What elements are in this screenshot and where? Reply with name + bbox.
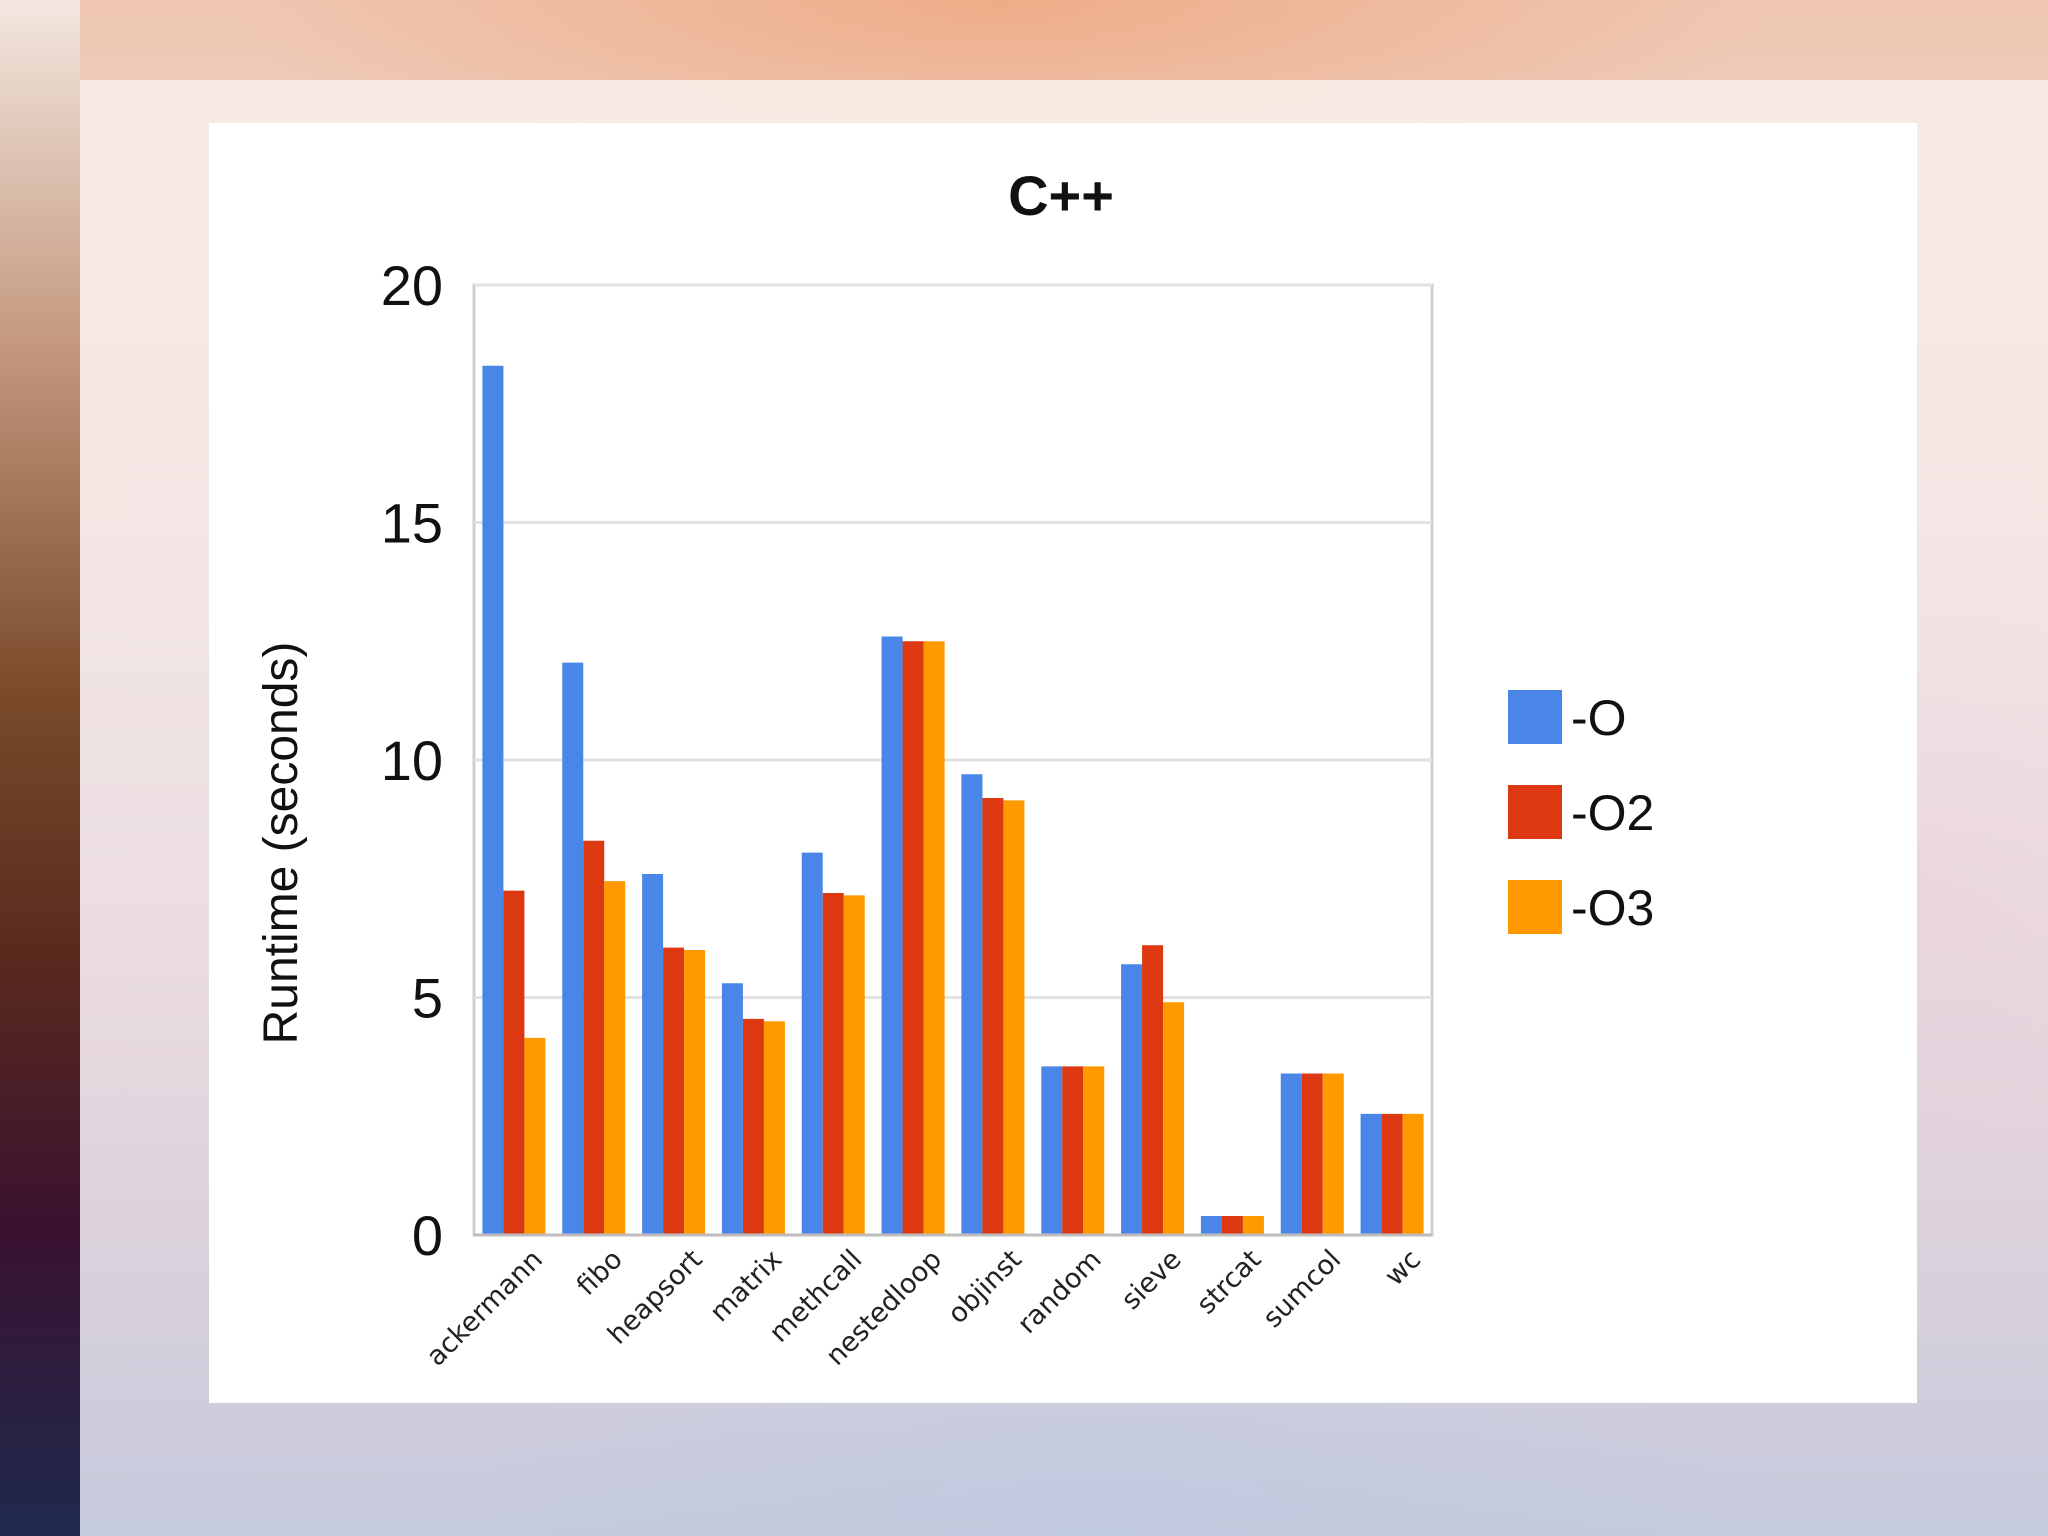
bar <box>763 1021 785 1235</box>
gridlines <box>474 283 1432 999</box>
bar <box>923 641 945 1235</box>
bar <box>902 641 924 1235</box>
bar <box>583 840 605 1235</box>
bar <box>1121 964 1143 1235</box>
bar <box>604 881 626 1235</box>
bar <box>742 1018 764 1235</box>
bar <box>822 893 844 1235</box>
y-tick-label: 5 <box>412 967 443 1030</box>
chart-title: C++ <box>1008 164 1114 227</box>
bar <box>801 852 823 1235</box>
bar <box>1221 1216 1243 1235</box>
chart-card: C++ Runtime (seconds) 0 5 10 15 20 ackermann… <box>209 123 1917 1403</box>
bar <box>1301 1073 1323 1235</box>
x-tick-label: sieve <box>1116 1244 1188 1316</box>
bar <box>961 774 983 1235</box>
bars <box>482 365 1424 1235</box>
bar <box>1041 1066 1063 1235</box>
bar <box>982 798 1004 1235</box>
bar <box>642 874 664 1235</box>
legend-label: -O <box>1571 690 1627 746</box>
bar <box>1062 1066 1084 1235</box>
x-tick-label: fibo <box>571 1244 629 1302</box>
x-tick-label: strcat <box>1191 1244 1267 1320</box>
bar-chart: C++ Runtime (seconds) 0 5 10 15 20 ackermann… <box>255 164 1654 1372</box>
y-axis-label: Runtime (seconds) <box>255 642 308 1045</box>
legend-swatch <box>1508 880 1562 934</box>
bar <box>1242 1216 1264 1235</box>
bar <box>503 890 525 1235</box>
bar <box>843 895 865 1235</box>
y-tick-label: 10 <box>381 729 443 792</box>
legend-label: -O3 <box>1571 880 1654 936</box>
legend-swatch <box>1508 785 1562 839</box>
bar <box>663 947 685 1235</box>
background-left-strip <box>0 0 80 1536</box>
bar <box>524 1037 546 1235</box>
y-axis-ticks: 0 5 10 15 20 <box>381 254 443 1267</box>
x-tick-label: sumcol <box>1257 1244 1347 1334</box>
bar <box>1163 1002 1185 1235</box>
legend-label: -O2 <box>1571 785 1654 841</box>
x-tick-label: wc <box>1379 1244 1427 1292</box>
bar <box>1322 1073 1344 1235</box>
bar <box>1200 1216 1222 1235</box>
bar <box>1280 1073 1302 1235</box>
legend: -O -O2 -O3 <box>1508 690 1654 936</box>
bar <box>1083 1066 1105 1235</box>
bar <box>1142 945 1164 1235</box>
bar <box>721 983 743 1235</box>
bar <box>684 950 706 1235</box>
bar <box>881 636 903 1235</box>
legend-swatch <box>1508 690 1562 744</box>
bar <box>1360 1113 1382 1235</box>
bar <box>562 662 584 1235</box>
y-tick-label: 20 <box>381 254 443 317</box>
x-axis-ticks: ackermann fiboheapsortmatrixmethcallneste… <box>421 1244 1427 1372</box>
y-tick-label: 15 <box>381 492 443 555</box>
bar <box>1381 1113 1403 1235</box>
bar <box>482 365 504 1235</box>
bar <box>1003 800 1025 1235</box>
x-tick-label: random <box>1012 1244 1108 1340</box>
y-tick-label: 0 <box>412 1204 443 1267</box>
bar <box>1402 1113 1424 1235</box>
